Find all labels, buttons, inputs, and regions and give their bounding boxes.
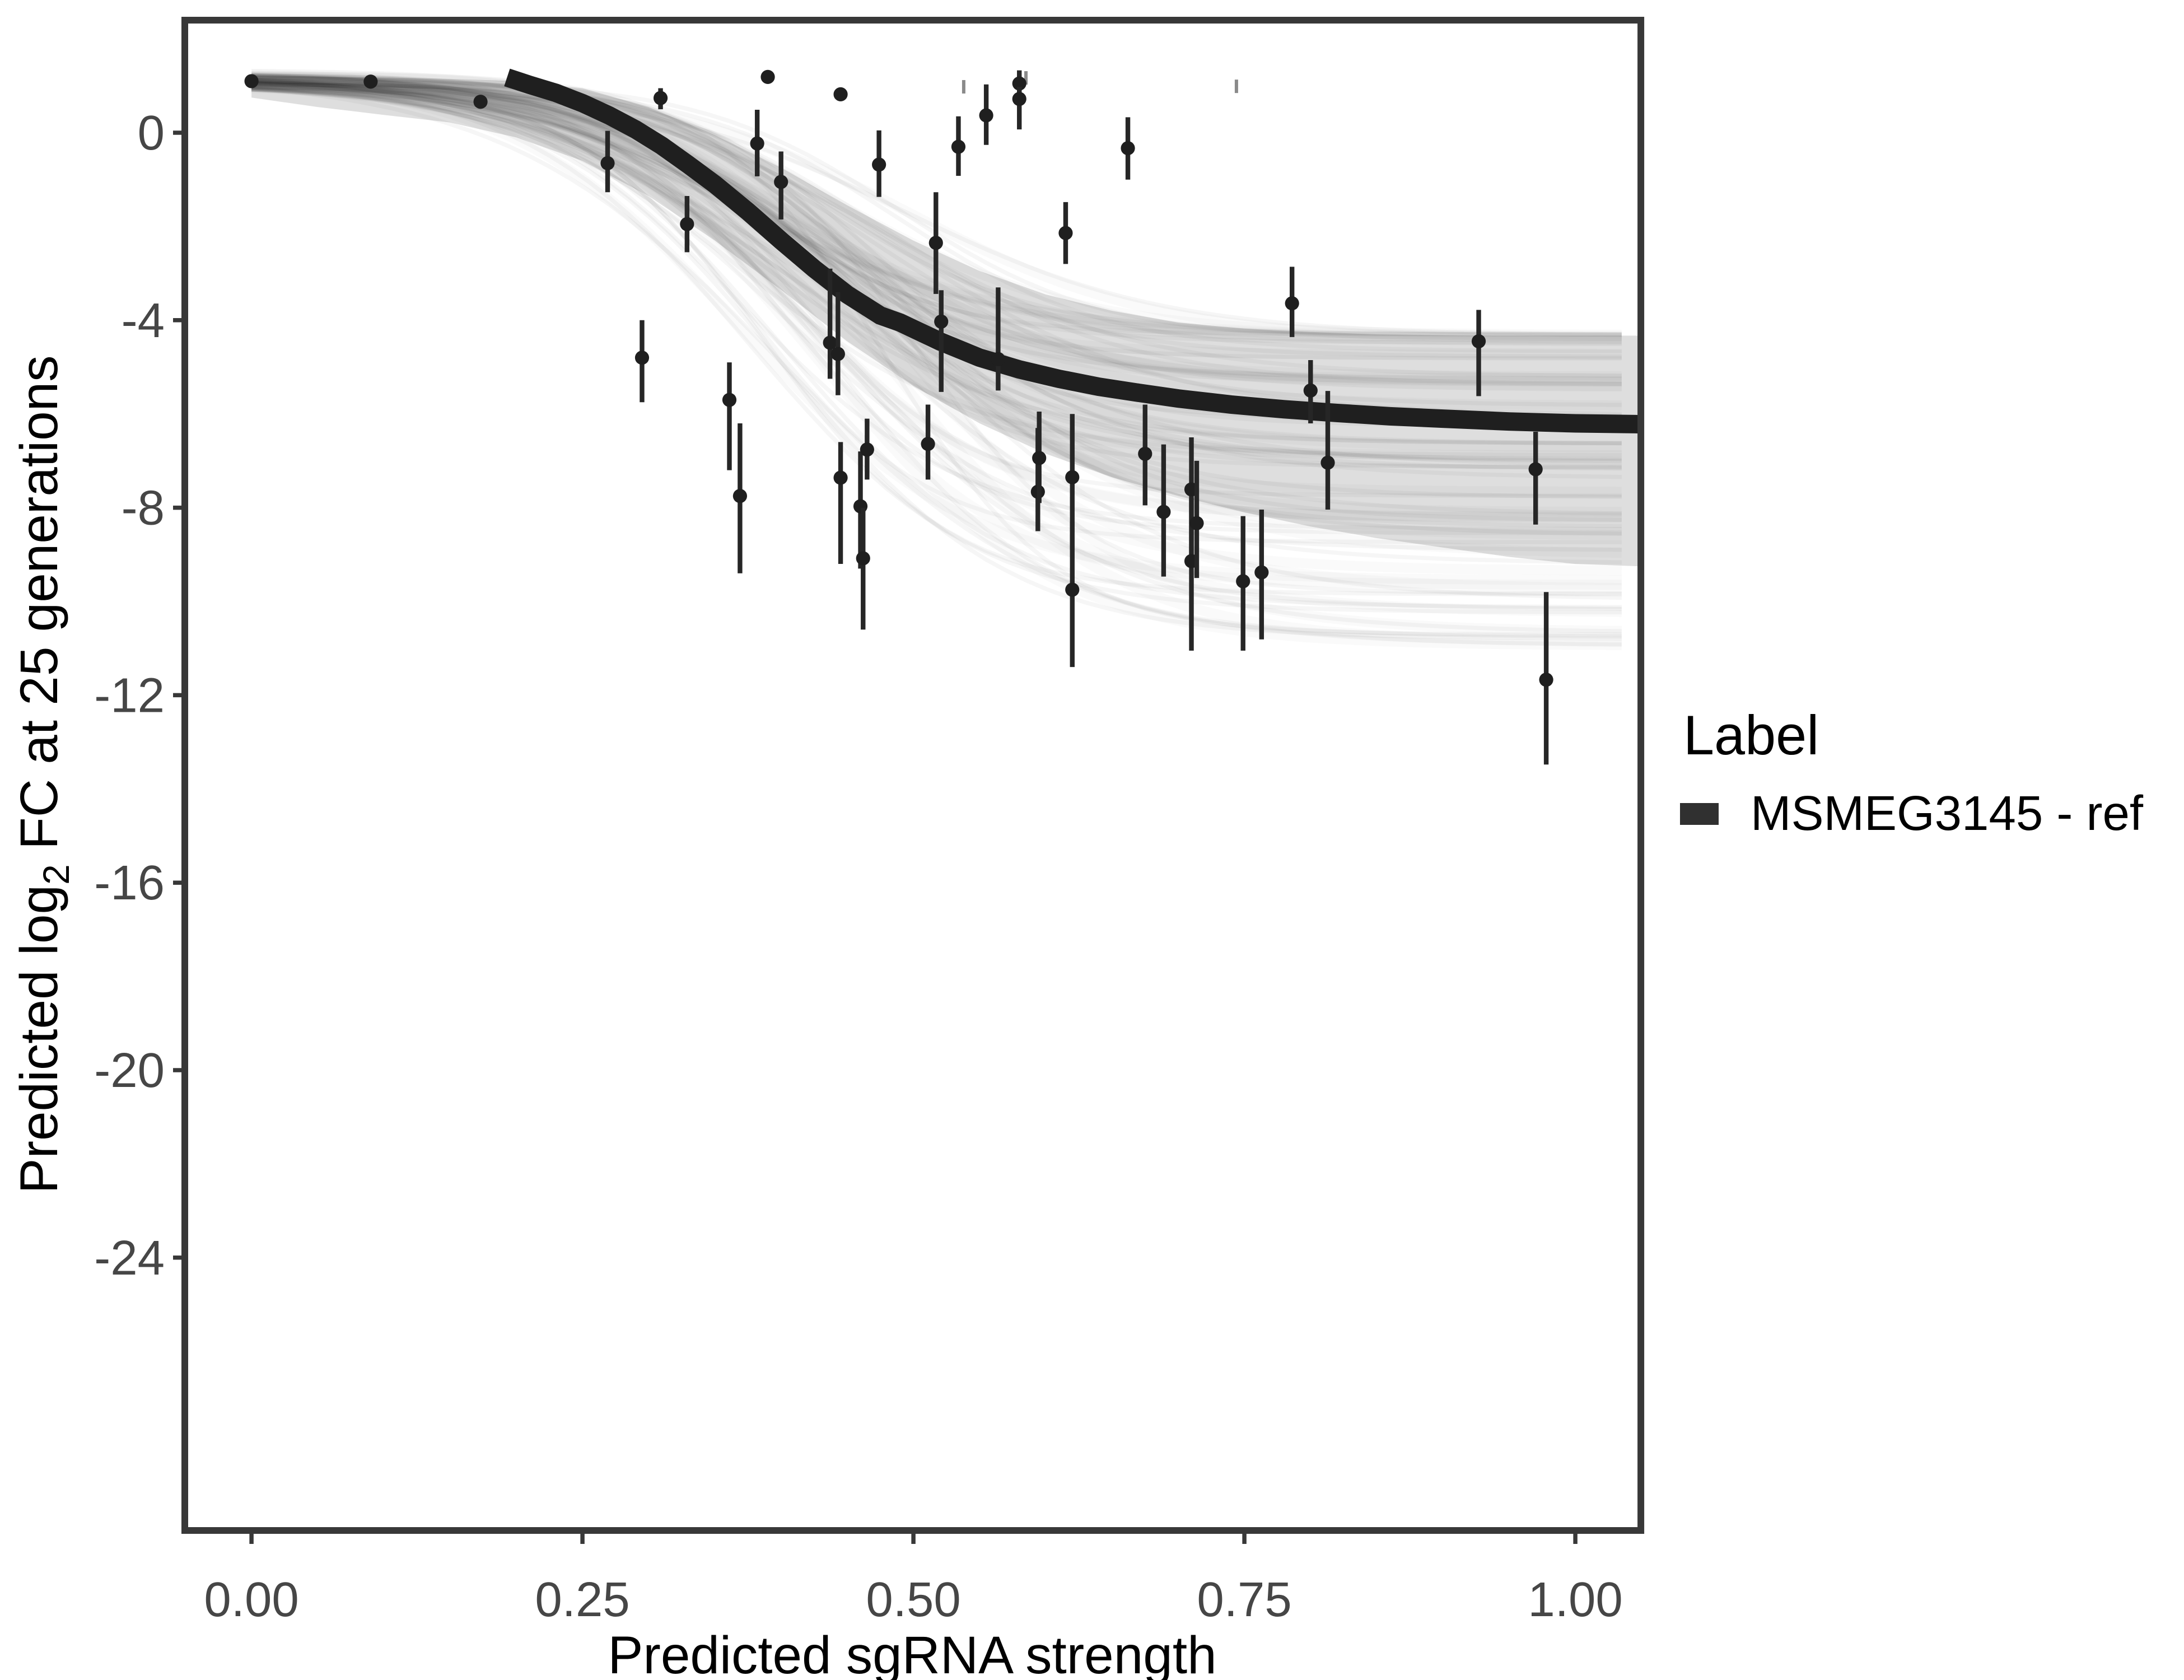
data-point bbox=[600, 156, 615, 171]
fit-curve bbox=[504, 68, 1638, 433]
data-point bbox=[1012, 92, 1026, 106]
y-title-suffix: FC at 25 generations bbox=[10, 355, 69, 864]
data-point bbox=[653, 91, 668, 105]
data-point bbox=[1471, 334, 1486, 349]
data-point bbox=[1032, 451, 1047, 465]
legend: Label MSMEG3145 - ref bbox=[1680, 704, 2144, 841]
x-tick-label: 0.50 bbox=[866, 1572, 960, 1627]
data-point bbox=[860, 442, 874, 457]
data-point bbox=[872, 157, 886, 172]
data-point bbox=[750, 136, 764, 151]
data-points-layer bbox=[244, 69, 1553, 765]
x-axis: 0.00 0.25 0.50 0.75 1.00 bbox=[204, 1530, 1623, 1627]
data-point bbox=[1058, 226, 1073, 240]
data-point bbox=[823, 335, 837, 350]
data-point bbox=[680, 217, 694, 231]
data-point bbox=[1303, 383, 1318, 398]
x-tick-label: 0.25 bbox=[535, 1572, 629, 1627]
data-point bbox=[1236, 574, 1250, 589]
legend-key-swatch bbox=[1680, 803, 1719, 825]
y-tick-label: -16 bbox=[94, 856, 165, 910]
data-point bbox=[921, 437, 935, 451]
data-point bbox=[473, 95, 488, 109]
legend-item-label: MSMEG3145 - ref bbox=[1751, 786, 2144, 841]
data-point bbox=[1189, 516, 1204, 530]
data-point bbox=[244, 74, 259, 88]
y-tick-label: 0 bbox=[138, 106, 165, 160]
x-tick-label: 0.00 bbox=[204, 1572, 298, 1627]
data-point bbox=[951, 139, 966, 154]
x-axis-title: Predicted sgRNA strength bbox=[608, 1626, 1216, 1680]
data-point bbox=[830, 347, 845, 361]
data-point bbox=[1254, 565, 1269, 580]
data-point bbox=[1528, 462, 1543, 477]
y-tick-label: -24 bbox=[94, 1231, 165, 1285]
data-point bbox=[774, 175, 788, 189]
data-point bbox=[928, 236, 943, 250]
legend-title: Label bbox=[1683, 704, 1819, 766]
data-point bbox=[833, 470, 848, 485]
data-point bbox=[1138, 446, 1152, 461]
data-point bbox=[1539, 673, 1553, 687]
y-tick-label: -20 bbox=[94, 1043, 165, 1098]
data-point bbox=[1285, 296, 1299, 311]
data-point bbox=[732, 489, 748, 503]
data-point bbox=[634, 351, 650, 365]
x-tick-label: 1.00 bbox=[1528, 1572, 1622, 1627]
y-title-subscript: 2 bbox=[35, 864, 77, 885]
fit-curve-layer bbox=[504, 68, 1638, 433]
data-point bbox=[934, 314, 949, 329]
data-point bbox=[1320, 455, 1335, 470]
y-title-prefix: Predicted log bbox=[10, 885, 69, 1194]
x-tick-label: 0.75 bbox=[1197, 1572, 1291, 1627]
data-point bbox=[1156, 505, 1171, 519]
svg-text:Predicted log2 FC at 25 gener: Predicted log2 FC at 25 generations bbox=[10, 355, 77, 1193]
data-point bbox=[833, 87, 848, 101]
y-tick-label: -4 bbox=[122, 293, 165, 348]
data-point bbox=[363, 74, 378, 89]
plot-panel bbox=[185, 20, 1641, 1530]
data-point bbox=[1121, 141, 1135, 156]
data-point bbox=[760, 69, 775, 84]
data-point bbox=[1012, 76, 1026, 91]
y-axis-title: Predicted log2 FC at 25 generations bbox=[10, 355, 77, 1193]
data-point bbox=[979, 108, 993, 123]
data-point bbox=[1065, 582, 1080, 597]
data-point bbox=[991, 352, 1005, 366]
data-point bbox=[722, 393, 737, 407]
y-tick-label: -8 bbox=[122, 481, 165, 535]
y-axis: 0 -4 -8 -12 -16 -20 -24 bbox=[94, 106, 185, 1285]
data-point bbox=[856, 551, 870, 566]
data-point bbox=[1065, 470, 1080, 484]
y-tick-label: -12 bbox=[94, 668, 165, 722]
